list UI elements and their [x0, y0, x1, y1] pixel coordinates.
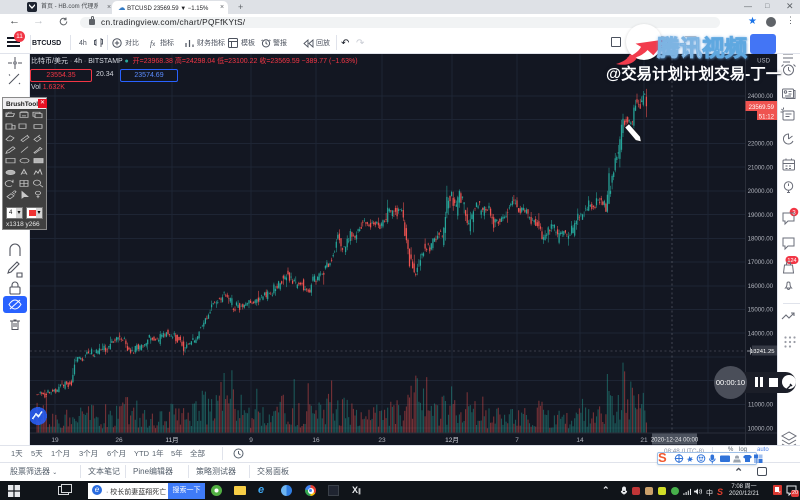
svg-text:22000.00: 22000.00 — [748, 141, 774, 148]
svg-text:3: 3 — [792, 211, 796, 217]
svg-text:2020-12-24 00:00: 2020-12-24 00:00 — [651, 437, 699, 443]
svg-text:16000.00: 16000.00 — [748, 283, 774, 290]
svg-text:18000.00: 18000.00 — [748, 236, 774, 243]
svg-text:19000.00: 19000.00 — [748, 212, 774, 219]
svg-text:19: 19 — [51, 437, 59, 444]
svg-text:15000.00: 15000.00 — [748, 307, 774, 314]
svg-text:17000.00: 17000.00 — [748, 259, 774, 266]
svg-text:124: 124 — [787, 258, 796, 264]
svg-text:USD: USD — [757, 58, 770, 65]
svg-text:16: 16 — [312, 437, 320, 444]
svg-text:24000.00: 24000.00 — [748, 93, 774, 100]
svg-text:21000.00: 21000.00 — [748, 164, 774, 171]
svg-text:13241.25: 13241.25 — [750, 349, 775, 355]
svg-text:11000.00: 11000.00 — [748, 402, 774, 409]
svg-text:14: 14 — [576, 437, 584, 444]
svg-text:10000.00: 10000.00 — [748, 425, 774, 432]
svg-text:7: 7 — [515, 437, 519, 444]
svg-text:9: 9 — [249, 437, 253, 444]
svg-text:26: 26 — [115, 437, 123, 444]
svg-text:14000.00: 14000.00 — [748, 330, 774, 337]
svg-text:11月: 11月 — [165, 436, 178, 444]
svg-text:51:12: 51:12 — [759, 113, 775, 120]
svg-text:20000.00: 20000.00 — [748, 188, 774, 195]
svg-text:12月: 12月 — [445, 436, 459, 444]
svg-text:23: 23 — [378, 437, 386, 444]
svg-text:23569.59: 23569.59 — [749, 104, 775, 111]
svg-text:21: 21 — [640, 437, 648, 444]
